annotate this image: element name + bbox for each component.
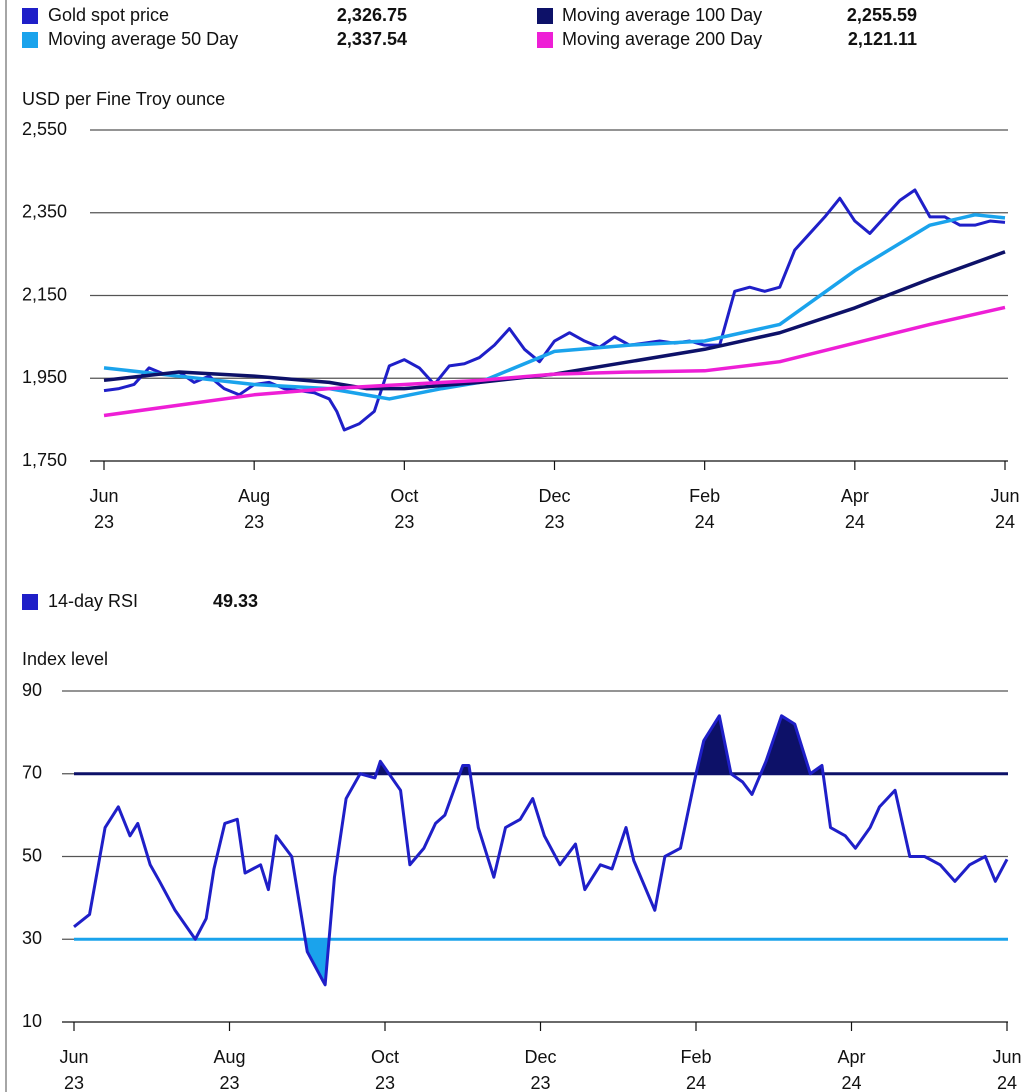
x-tick-label: Dec 23: [538, 486, 571, 532]
x-tick-label: Apr 24: [837, 1047, 866, 1092]
legend-label: Moving average 50 Day: [48, 29, 238, 49]
y-tick-label: 10: [22, 1011, 42, 1031]
y-tick-label: 2,150: [22, 284, 67, 304]
legend-swatch: [537, 8, 553, 24]
threshold-shade: [74, 715, 1007, 774]
legend-value: 2,121.11: [848, 29, 917, 49]
legend-swatch: [22, 32, 38, 48]
y-tick-label: 70: [22, 763, 42, 783]
legend-label: Moving average 100 Day: [562, 5, 762, 25]
y-tick-label: 30: [22, 928, 42, 948]
legend-value: 2,337.54: [337, 29, 407, 49]
y-tick-label: 90: [22, 680, 42, 700]
x-tick-label: Jun 23: [89, 486, 119, 532]
x-tick-label: Oct 23: [370, 1047, 399, 1092]
x-tick-label: Jun 24: [992, 1047, 1022, 1092]
y-tick-label: 2,350: [22, 202, 67, 222]
x-tick-label: Apr 24: [840, 486, 869, 532]
legend-swatch: [537, 32, 553, 48]
legend-swatch: [22, 594, 38, 610]
legend-swatch: [22, 8, 38, 24]
y-tick-label: 50: [22, 845, 42, 865]
series-line: [103, 213, 1006, 401]
y-tick-label: 1,950: [22, 367, 67, 387]
x-tick-label: Aug 23: [238, 486, 271, 532]
legend-value: 2,326.75: [337, 5, 407, 25]
y-axis-title: Index level: [22, 649, 108, 669]
x-tick-label: Dec 23: [524, 1047, 557, 1092]
y-tick-label: 2,550: [22, 119, 67, 139]
x-tick-label: Aug 23: [213, 1047, 246, 1092]
legend-label: Moving average 200 Day: [562, 29, 762, 49]
series-line: [103, 188, 1006, 432]
series-line: [73, 714, 1009, 987]
legend-label: Gold spot price: [48, 5, 169, 25]
legend-value: 49.33: [213, 591, 258, 611]
y-tick-label: 1,750: [22, 450, 67, 470]
y-axis-title: USD per Fine Troy ounce: [22, 89, 225, 109]
x-tick-label: Feb 24: [689, 486, 721, 532]
x-tick-label: Feb 24: [680, 1047, 712, 1092]
threshold-shade: [74, 939, 1007, 985]
x-tick-label: Jun 23: [59, 1047, 89, 1092]
series-line: [103, 250, 1006, 391]
x-tick-label: Oct 23: [390, 486, 419, 532]
legend-label: 14-day RSI: [48, 591, 138, 611]
legend-value: 2,255.59: [847, 5, 917, 25]
series-line: [103, 305, 1006, 418]
x-tick-label: Jun 24: [990, 486, 1020, 532]
